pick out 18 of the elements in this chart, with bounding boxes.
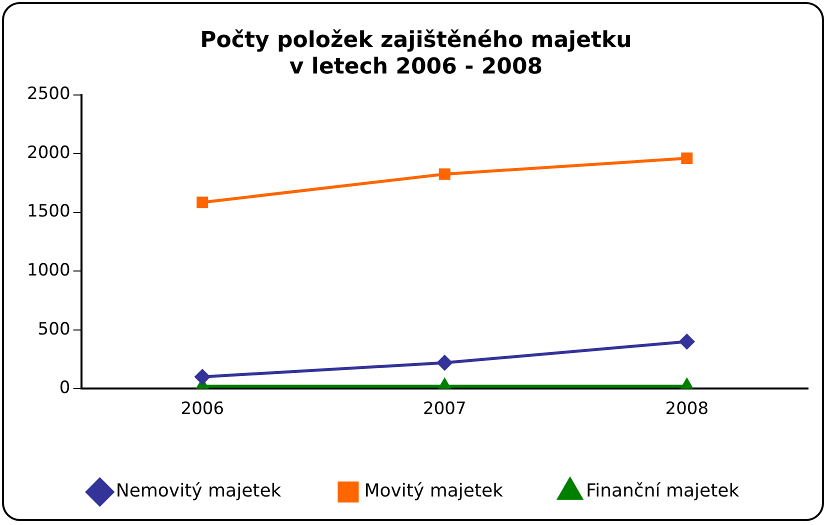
y-tick-label: 2000 [27, 142, 70, 163]
y-tick-label: 1500 [27, 202, 70, 222]
legend-label: Movitý majetek [364, 480, 504, 502]
chart-title: Počty položek zajištěného majetku v letech 2006 - 2008 [200, 28, 632, 80]
y-tick-label: 1000 [27, 260, 70, 280]
y-tick-label: 0 [59, 378, 70, 398]
x-tick-label: 2007 [423, 399, 466, 420]
x-tick-label: 2006 [180, 399, 224, 420]
x-tick-label: 2008 [665, 399, 709, 420]
point [438, 378, 452, 389]
legend-label: Nemovitý majetek [116, 480, 282, 502]
point [438, 168, 450, 180]
legend-label: Finanční majetek [586, 480, 740, 502]
y-tick-label: 500 [38, 319, 70, 340]
point [680, 378, 694, 389]
y-tick-label: 2500 [27, 84, 70, 104]
point [681, 152, 693, 164]
point [196, 196, 208, 208]
